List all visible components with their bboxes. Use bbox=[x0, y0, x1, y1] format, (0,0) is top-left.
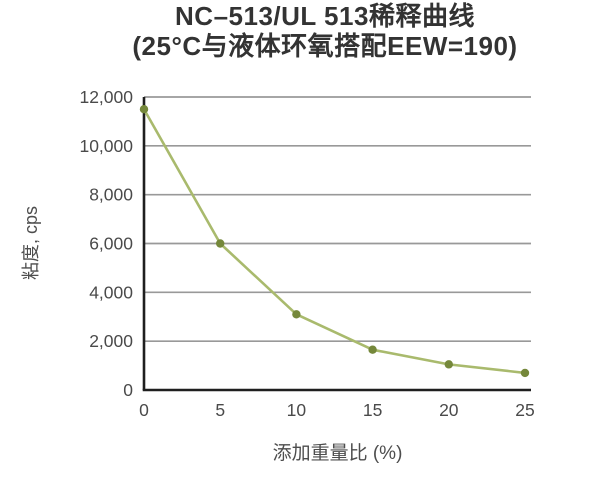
data-point bbox=[368, 345, 377, 354]
x-axis-title: 添加重量比 (%) bbox=[272, 443, 403, 464]
y-tick-label: 2,000 bbox=[89, 331, 133, 351]
y-tick-label: 8,000 bbox=[89, 185, 133, 205]
x-tick-label: 5 bbox=[215, 400, 225, 420]
y-tick-label: 0 bbox=[123, 380, 133, 400]
x-tick-label: 0 bbox=[139, 400, 149, 420]
data-point bbox=[139, 105, 149, 114]
y-tick-label: 10,000 bbox=[79, 136, 133, 156]
data-point bbox=[520, 368, 530, 378]
y-tick-label: 12,000 bbox=[79, 87, 133, 107]
x-tick-label: 25 bbox=[515, 400, 534, 420]
x-tick-label: 20 bbox=[439, 400, 459, 420]
data-point bbox=[444, 360, 453, 369]
y-tick-label: 4,000 bbox=[89, 282, 133, 302]
y-axis-title: 粘度, cps bbox=[21, 206, 41, 281]
x-tick-label: 15 bbox=[363, 400, 382, 420]
data-point bbox=[216, 239, 225, 248]
chart-title-block: NC–513/UL 513稀释曲线 (25°C与液体环氧搭配EEW=190) bbox=[50, 1, 600, 62]
chart-title: NC–513/UL 513稀释曲线 bbox=[175, 1, 475, 31]
x-tick-label: 10 bbox=[287, 400, 307, 420]
data-point bbox=[292, 310, 301, 319]
chart-subtitle: (25°C与液体环氧搭配EEW=190) bbox=[132, 30, 518, 61]
series-line bbox=[142, 108, 526, 375]
y-tick-label: 6,000 bbox=[89, 234, 133, 254]
